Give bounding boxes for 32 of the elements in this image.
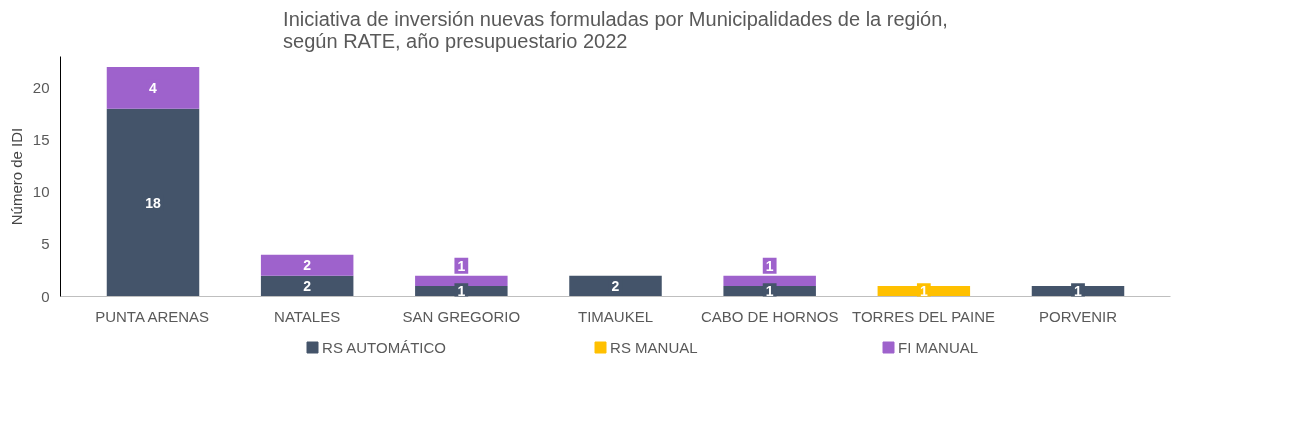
x-tick-label: PORVENIR <box>1038 307 1118 325</box>
y-tick-label: 0 <box>41 287 50 305</box>
data-label: 1 <box>765 257 774 274</box>
x-tick-label: NATALES <box>274 307 341 325</box>
data-label: 4 <box>149 79 158 96</box>
bar <box>260 254 354 276</box>
data-label: 2 <box>303 278 312 295</box>
data-label: 18 <box>145 194 161 211</box>
x-tick-label: TORRES DEL PAINE <box>852 307 996 325</box>
x-tick-label: SAN GREGORIO <box>402 307 521 325</box>
y-axis-title: Número de IDI <box>7 127 25 226</box>
y-tick-label: 20 <box>32 78 50 96</box>
data-label: 1 <box>919 283 928 300</box>
bar <box>569 275 662 297</box>
legend-label: FI MANUAL <box>898 339 979 356</box>
data-label: 2 <box>303 257 312 274</box>
legend-label: RS MANUAL <box>610 339 698 356</box>
y-tick-label: 10 <box>32 183 50 201</box>
legend-label: RS AUTOMÁTICO <box>322 339 447 356</box>
x-tick-label: TIMAUKEL <box>577 307 654 325</box>
bar <box>106 66 200 109</box>
bar <box>106 108 200 297</box>
chart-title: Iniciativa de inversión nuevas formuladas por Municipalidades de la región, según RATE, año presupuestario 2022 <box>283 7 948 52</box>
data-label: 1 <box>765 283 774 300</box>
x-tick-label: PUNTA ARENAS <box>95 307 210 325</box>
data-label: 1 <box>457 257 466 274</box>
data-label: 1 <box>457 283 466 300</box>
data-label: 2 <box>611 278 620 295</box>
x-tick-label: CABO DE HORNOS <box>700 307 839 325</box>
data-label: 1 <box>1074 283 1083 300</box>
y-tick-label: 5 <box>41 235 50 253</box>
y-tick-label: 15 <box>32 130 50 148</box>
